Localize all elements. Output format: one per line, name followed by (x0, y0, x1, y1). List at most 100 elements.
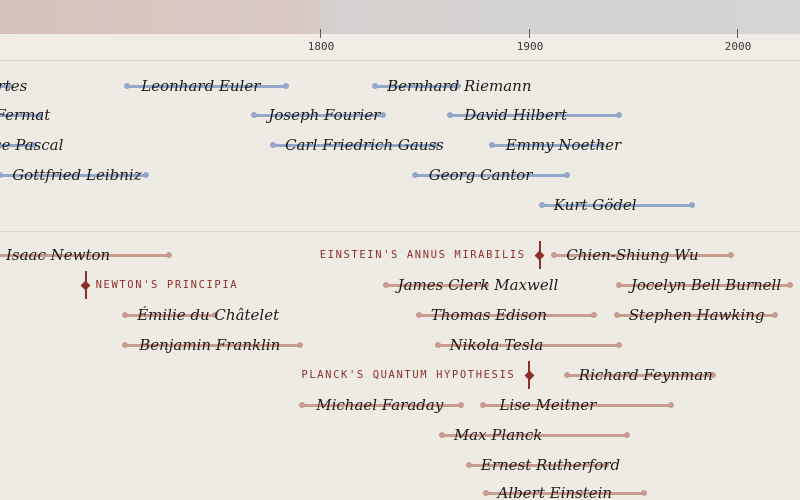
scientist-death-marker (772, 312, 779, 318)
scientist-name: Lise Meitner (499, 396, 597, 414)
mathematician-death-marker (688, 202, 695, 208)
scientist-name: Émilie du Châtelet (137, 306, 280, 324)
mathematician-lifespan-bar (0, 143, 34, 147)
scientist-death-marker (709, 372, 716, 378)
scientist-birth-marker (482, 490, 489, 496)
scientist-death-marker (603, 462, 610, 468)
scientist-death-marker (728, 252, 735, 258)
axis-tick (529, 29, 530, 38)
mathematician-birth-marker (538, 202, 545, 208)
mathematician-birth-marker (270, 142, 277, 148)
mathematician-lifespan-bar (127, 84, 286, 88)
axis-tick-label: 1900 (516, 40, 544, 53)
mathematician-death-marker (380, 112, 387, 118)
mathematician-name: Blaise Pascal (0, 136, 64, 154)
scientist-name: Michael Faraday (316, 396, 444, 414)
scientist-name: Jocelyn Bell Burnell (630, 276, 782, 294)
axis-tick-label: 1800 (307, 40, 335, 53)
scientist-death-marker (590, 312, 597, 318)
scientist-death-marker (457, 402, 464, 408)
mathematician-death-marker (615, 112, 622, 118)
scientist-lifespan-bar (566, 373, 713, 377)
mathematician-name: David Hilbert (464, 106, 568, 124)
scientist-birth-marker (465, 462, 472, 468)
mathematician-birth-marker (411, 172, 418, 178)
scientist-birth-marker (551, 252, 558, 258)
mathematician-name: Pierre de Fermat (0, 106, 51, 124)
scientist-name: James Clerk Maxwell (397, 276, 559, 294)
scientist-death-marker (640, 490, 647, 496)
mathematician-death-marker (599, 142, 606, 148)
scientist-birth-marker (613, 312, 620, 318)
scientist-birth-marker (563, 372, 570, 378)
axis-baseline (0, 60, 800, 61)
mathematician-death-marker (143, 172, 150, 178)
scientist-death-marker (211, 312, 218, 318)
mathematician-birth-marker (0, 172, 4, 178)
mathematician-name: Carl Friedrich Gauss (285, 136, 444, 154)
event-marker-diamond (524, 370, 535, 380)
scientist-birth-marker (438, 432, 445, 438)
mathematician-name: Gottfried Leibniz (12, 166, 142, 184)
scientist-name: Ernest Rutherford (480, 456, 621, 474)
mathematician-name: Kurt Gödel (553, 196, 637, 214)
mathematician-lifespan-bar (0, 173, 146, 177)
scientist-death-marker (615, 342, 622, 348)
scientist-lifespan-bar (125, 343, 301, 347)
scientist-death-marker (297, 342, 304, 348)
scientist-lifespan-bar (302, 403, 461, 407)
scientist-death-marker (786, 282, 793, 288)
scientist-name: Stephen Hawking (628, 306, 765, 324)
mathematician-lifespan-bar (541, 203, 692, 207)
axis-tick (320, 29, 321, 38)
scientist-lifespan-bar (468, 463, 607, 467)
scientist-lifespan-bar (616, 313, 776, 317)
mathematician-birth-marker (251, 112, 258, 118)
scientist-birth-marker (122, 312, 129, 318)
mathematician-lifespan-bar (0, 84, 9, 88)
event-marker-diamond (534, 250, 545, 260)
mathematician-name: Georg Cantor (428, 166, 533, 184)
scientist-lifespan-bar (441, 433, 628, 437)
mathematician-death-marker (282, 83, 289, 89)
scientist-name: Albert Einstein (497, 484, 613, 500)
mathematician-name: Leonhard Euler (141, 77, 261, 95)
scientist-birth-marker (615, 282, 622, 288)
scientist-name: Isaac Newton (5, 246, 111, 264)
scientist-death-marker (482, 282, 489, 288)
scientist-birth-marker (480, 402, 487, 408)
scientist-death-marker (624, 432, 631, 438)
scientist-name: Benjamin Franklin (139, 336, 281, 354)
scientist-name: Max Planck (453, 426, 543, 444)
scientist-lifespan-bar (125, 313, 215, 317)
scientist-birth-marker (299, 402, 306, 408)
scientist-lifespan-bar (485, 491, 644, 495)
axis-area (0, 34, 800, 60)
mathematician-name: René Descartes (0, 77, 28, 95)
scientist-birth-marker (122, 342, 129, 348)
mathematician-lifespan-bar (450, 113, 619, 117)
era-band (0, 0, 800, 35)
scientist-lifespan-bar (483, 403, 671, 407)
scientist-birth-marker (382, 282, 389, 288)
mathematician-death-marker (36, 112, 43, 118)
mathematician-birth-marker (488, 142, 495, 148)
mathematician-death-marker (563, 172, 570, 178)
mathematician-birth-marker (447, 112, 454, 118)
mathematician-birth-marker (124, 83, 131, 89)
scientist-name: Thomas Edison (430, 306, 547, 324)
mathematician-birth-marker (372, 83, 379, 89)
scientist-death-marker (667, 402, 674, 408)
section-divider (0, 231, 800, 232)
mathematician-lifespan-bar (254, 113, 384, 117)
mathematician-lifespan-bar (491, 143, 603, 147)
mathematician-name: Joseph Fourier (268, 106, 381, 124)
mathematician-death-marker (30, 142, 37, 148)
scientist-death-marker (165, 252, 172, 258)
scientist-lifespan-bar (437, 343, 619, 347)
axis-tick (737, 29, 738, 38)
scientist-lifespan-bar (0, 253, 169, 257)
scientist-lifespan-bar (385, 283, 486, 287)
mathematician-name: Bernhard Riemann (387, 77, 532, 95)
